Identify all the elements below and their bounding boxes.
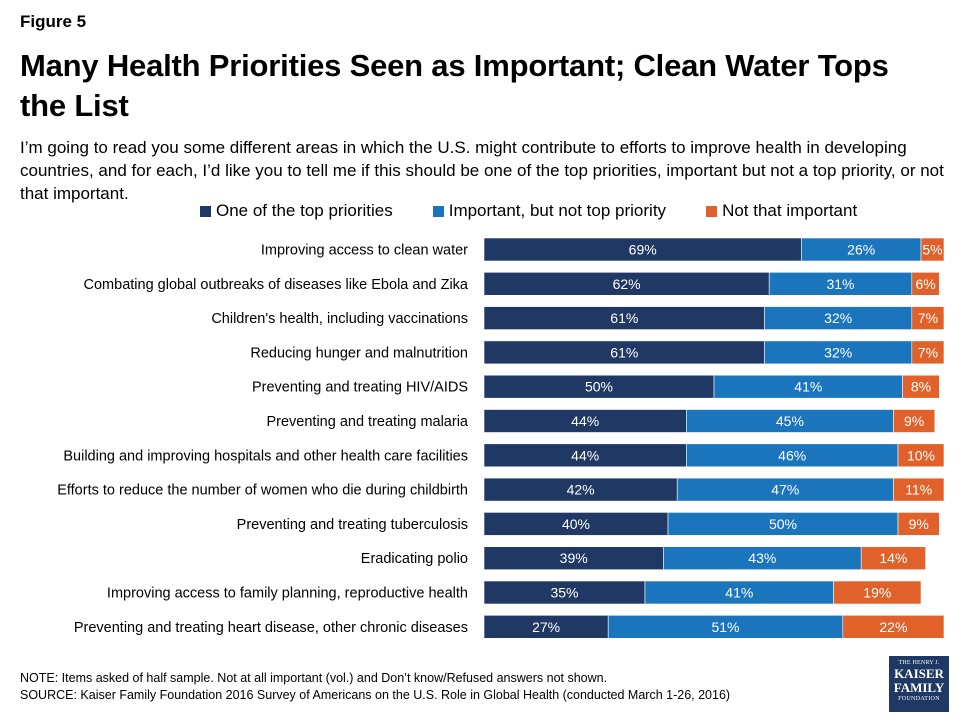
data-label-not-that-important-8: 11% [905,482,932,498]
data-label-important-but-not-top-priority-4: 32% [824,344,852,360]
data-label-one-of-the-top-priorities-6: 44% [571,413,599,429]
logo-line-2: KAISER [894,666,944,681]
bar-segment-not-that-important-2 [911,271,940,296]
data-label-not-that-important-1: 5% [922,242,942,258]
legend-label-important: Important, but not top priority [448,201,667,220]
data-label-important-but-not-top-priority-10: 43% [748,550,776,566]
bar-segment-not-that-important-12 [842,614,945,639]
data-label-one-of-the-top-priorities-10: 39% [560,550,588,566]
data-label-important-but-not-top-priority-6: 45% [776,413,804,429]
category-label-reducing-hunger-and-malnutrition: Reducing hunger and malnutrition [250,345,468,361]
data-label-one-of-the-top-priorities-5: 50% [585,379,613,395]
data-label-not-that-important-9: 9% [909,516,929,532]
category-label-building-and-improving-hospitals-and-other-health-care-facilities: Building and improving hospitals and oth… [63,448,468,464]
category-label-preventing-and-treating-hiv-aids: Preventing and treating HIV/AIDS [252,380,468,396]
legend-item-not-important: Not that important [706,201,857,221]
category-label-combating-global-outbreaks-of-diseases-like-ebola-and-zika: Combating global outbreaks of diseases l… [84,277,469,293]
data-label-important-but-not-top-priority-5: 41% [794,379,822,395]
data-label-not-that-important-11: 19% [863,585,891,601]
bar-segment-not-that-important-11 [833,580,922,605]
data-label-one-of-the-top-priorities-8: 42% [567,482,595,498]
data-label-one-of-the-top-priorities-3: 61% [610,310,638,326]
data-label-important-but-not-top-priority-3: 32% [824,310,852,326]
legend-swatch-not-important [706,205,718,217]
data-label-important-but-not-top-priority-8: 47% [771,482,799,498]
logo-line-1: THE HENRY J. [898,660,940,666]
bar-segment-not-that-important-10 [860,546,926,571]
data-label-one-of-the-top-priorities-11: 35% [550,585,578,601]
legend-item-important: Important, but not top priority [432,201,667,221]
data-label-not-that-important-6: 9% [904,413,924,429]
category-label-improving-access-to-family-planning-reproductive-health: Improving access to family planning, rep… [107,586,468,602]
legend-item-top-priorities: One of the top priorities [200,201,393,221]
data-label-not-that-important-3: 7% [918,310,938,326]
chart-subtitle: I’m going to read you some different are… [20,138,944,203]
data-label-one-of-the-top-priorities-12: 27% [532,619,560,635]
logo-line-4: FOUNDATION [898,696,940,702]
bar-segment-not-that-important-8 [893,477,945,502]
category-label-children-s-health-including-vaccinations: Children's health, including vaccination… [211,311,468,327]
legend-label-not-important: Not that important [722,201,858,220]
footer-note: NOTE: Items asked of half sample. Not at… [20,671,608,685]
data-label-not-that-important-2: 6% [915,276,935,292]
data-label-important-but-not-top-priority-9: 50% [769,516,797,532]
category-label-preventing-and-treating-malaria: Preventing and treating malaria [266,414,468,430]
legend-swatch-top-priorities [200,205,211,217]
data-label-not-that-important-7: 10% [907,447,935,463]
data-label-not-that-important-5: 8% [911,379,931,395]
kff-logo: THE HENRY J. KAISER FAMILY FOUNDATION [889,656,949,712]
figure-label: Figure 5 [20,12,87,31]
logo-line-3: FAMILY [893,680,945,695]
data-label-one-of-the-top-priorities-1: 69% [629,242,657,258]
data-label-one-of-the-top-priorities-4: 61% [610,344,638,360]
data-label-important-but-not-top-priority-12: 51% [711,619,739,635]
bar-segment-not-that-important-9 [897,512,940,536]
bar-segment-not-that-important-4 [911,340,945,365]
category-label-preventing-and-treating-heart-disease-other-chronic-diseases: Preventing and treating heart disease, o… [74,620,468,636]
footer: NOTE: Items asked of half sample. Not at… [20,670,860,704]
data-label-not-that-important-4: 7% [918,344,938,360]
stacked-bar-chart: Improving access to clean water 69% 26% 5% C… [57,237,945,639]
category-label-improving-access-to-clean-water: Improving access to clean water [261,243,468,259]
category-label-preventing-and-treating-tuberculosis: Preventing and treating tuberculosis [237,517,468,533]
data-label-one-of-the-top-priorities-7: 44% [571,447,599,463]
bar-segment-not-that-important-3 [911,306,945,330]
data-label-important-but-not-top-priority-2: 31% [826,276,854,292]
data-label-not-that-important-12: 22% [879,619,907,635]
data-label-important-but-not-top-priority-1: 26% [847,242,875,258]
legend-label-top-priorities: One of the top priorities [216,201,393,220]
bar-segment-not-that-important-6 [893,409,936,433]
bar-segment-not-that-important-7 [897,443,945,468]
legend: One of the top priorities Important, but… [200,201,940,221]
category-label-efforts-to-reduce-the-number-of-women-who-die-during-childbirth: Efforts to reduce the number of women wh… [57,483,468,499]
data-label-one-of-the-top-priorities-9: 40% [562,516,590,532]
footer-source: SOURCE: Kaiser Family Foundation 2016 Su… [20,688,731,702]
category-label-eradicating-polio: Eradicating polio [361,551,468,567]
legend-swatch-important [432,205,444,217]
data-label-not-that-important-10: 14% [879,550,907,566]
bar-segment-not-that-important-5 [902,374,940,399]
data-label-one-of-the-top-priorities-2: 62% [613,276,641,292]
data-label-important-but-not-top-priority-11: 41% [725,585,753,601]
chart-title: Many Health Priorities Seen as Important… [20,48,889,123]
data-label-important-but-not-top-priority-7: 46% [778,447,806,463]
bar-segment-not-that-important-1 [920,237,945,262]
